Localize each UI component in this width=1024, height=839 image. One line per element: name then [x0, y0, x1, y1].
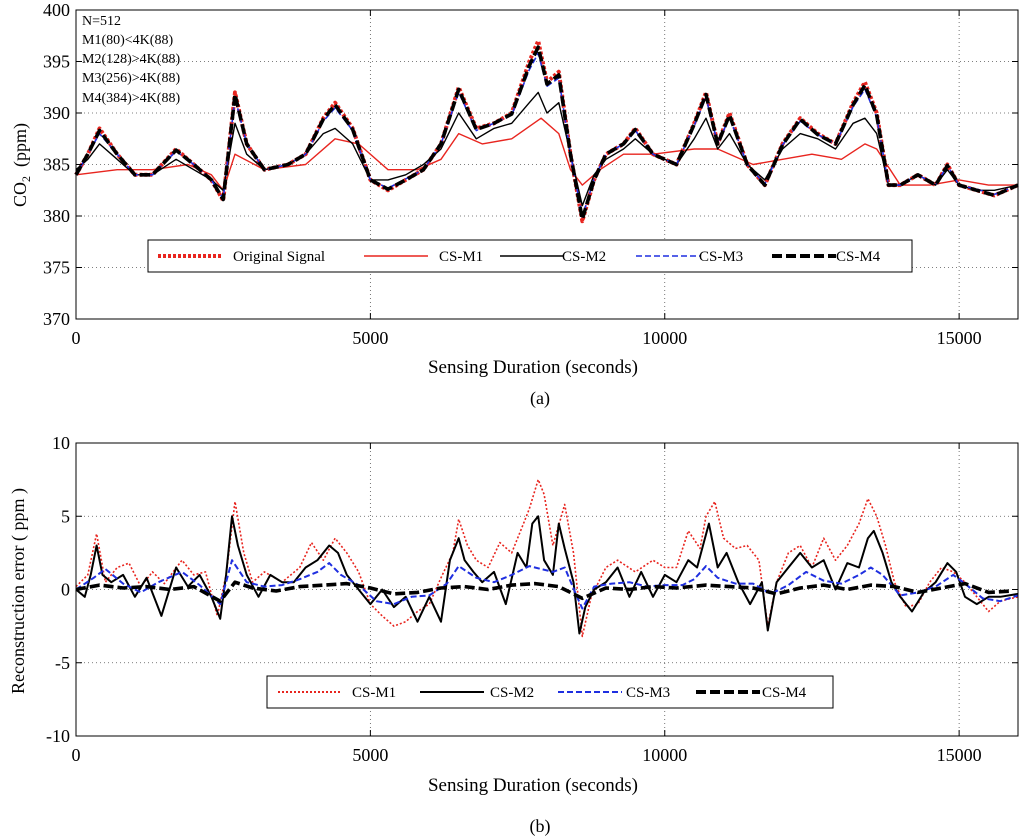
series-line-a-original-signal	[74, 38, 1019, 224]
series-line-a-cs-m4	[74, 45, 1019, 221]
chart-panel-a: 0 5000 10000 15000 370 375 380 385 390 395 400 N=5…	[10, 0, 1019, 409]
tick-label-y-a-2: 380	[43, 206, 70, 226]
ylabel-a-main: CO	[10, 182, 30, 207]
annotation-block: N=512 M1(80)<4K(88) M2(128)>4K(88) M3(25…	[82, 14, 180, 106]
tick-label-y-a-4: 390	[43, 103, 70, 123]
tick-label-y-b-1: -5	[55, 653, 70, 673]
tick-label-y-a-3: 385	[43, 155, 70, 175]
xlabel-b: Sensing Duration (seconds)	[428, 775, 638, 796]
legend-label-b-m3: CS-M3	[626, 685, 670, 701]
caption-a: (a)	[530, 388, 550, 409]
annotation-m2: M2(128)>4K(88)	[82, 52, 180, 67]
tick-label-x-b-1: 5000	[352, 745, 388, 765]
ticks-b: 0 5000 10000 15000 -10 -5 0 5 10	[46, 433, 1018, 765]
series-group-a	[74, 38, 1019, 224]
chart-panel-b: 0 5000 10000 15000 -10 -5 0 5 10 CS-M1 CS-M2 CS-…	[8, 433, 1019, 837]
tick-label-x-a-0: 0	[72, 328, 81, 348]
ylabel-a-rest: (ppm)	[10, 123, 31, 176]
annotation-n: N=512	[82, 14, 121, 29]
series-line-b-cs-m2	[75, 515, 1019, 635]
ylabel-a-sub: 2	[19, 176, 33, 182]
legend-label-original: Original Signal	[233, 249, 325, 265]
ylabel-b: Reconstruction error ( ppm )	[8, 488, 29, 694]
series-line-b-cs-m1	[75, 478, 1019, 638]
annotation-m3: M3(256)>4K(88)	[82, 71, 180, 86]
tick-label-x-b-2: 10000	[642, 745, 687, 765]
legend-label-b-m1: CS-M1	[352, 685, 396, 701]
ylabel-a: CO2 (ppm)	[10, 123, 33, 207]
series-line-a-cs-m1	[75, 117, 1018, 192]
legend-b: CS-M1 CS-M2 CS-M3 CS-M4	[266, 675, 834, 709]
xlabel-a: Sensing Duration (seconds)	[428, 357, 638, 378]
legend-label-b-m4: CS-M4	[762, 685, 807, 701]
annotation-m4: M4(384)>4K(88)	[82, 91, 180, 106]
ticks-a: 0 5000 10000 15000 370 375 380 385 390 395 400	[43, 0, 1018, 348]
legend-label-m2: CS-M2	[562, 249, 606, 265]
tick-label-x-a-3: 15000	[937, 328, 982, 348]
series-line-a-cs-m2	[75, 91, 1019, 207]
tick-label-x-b-3: 15000	[937, 745, 982, 765]
legend-label-m3: CS-M3	[699, 249, 743, 265]
legend-label-m4: CS-M4	[836, 249, 881, 265]
tick-label-y-b-3: 5	[61, 506, 70, 526]
tick-label-y-b-2: 0	[61, 580, 70, 600]
tick-label-y-a-6: 400	[43, 0, 70, 20]
tick-label-y-a-5: 395	[43, 52, 70, 72]
series-line-b-cs-m3	[75, 559, 1019, 610]
tick-label-y-b-4: 10	[52, 433, 70, 453]
tick-label-x-a-2: 10000	[642, 328, 687, 348]
legend-a: Original Signal CS-M1 CS-M2 CS-M3 CS-M4	[147, 239, 913, 273]
series-group-b	[75, 478, 1019, 638]
tick-label-y-a-0: 370	[43, 309, 70, 329]
series-line-b-cs-m4	[75, 580, 1013, 604]
tick-label-y-b-0: -10	[46, 726, 70, 746]
annotation-m1: M1(80)<4K(88)	[82, 33, 173, 48]
tick-label-x-a-1: 5000	[352, 328, 388, 348]
legend-label-b-m2: CS-M2	[490, 685, 534, 701]
tick-label-x-b-0: 0	[72, 745, 81, 765]
caption-b: (b)	[530, 816, 551, 837]
legend-label-m1: CS-M1	[439, 249, 483, 265]
tick-label-y-a-1: 375	[43, 258, 70, 278]
